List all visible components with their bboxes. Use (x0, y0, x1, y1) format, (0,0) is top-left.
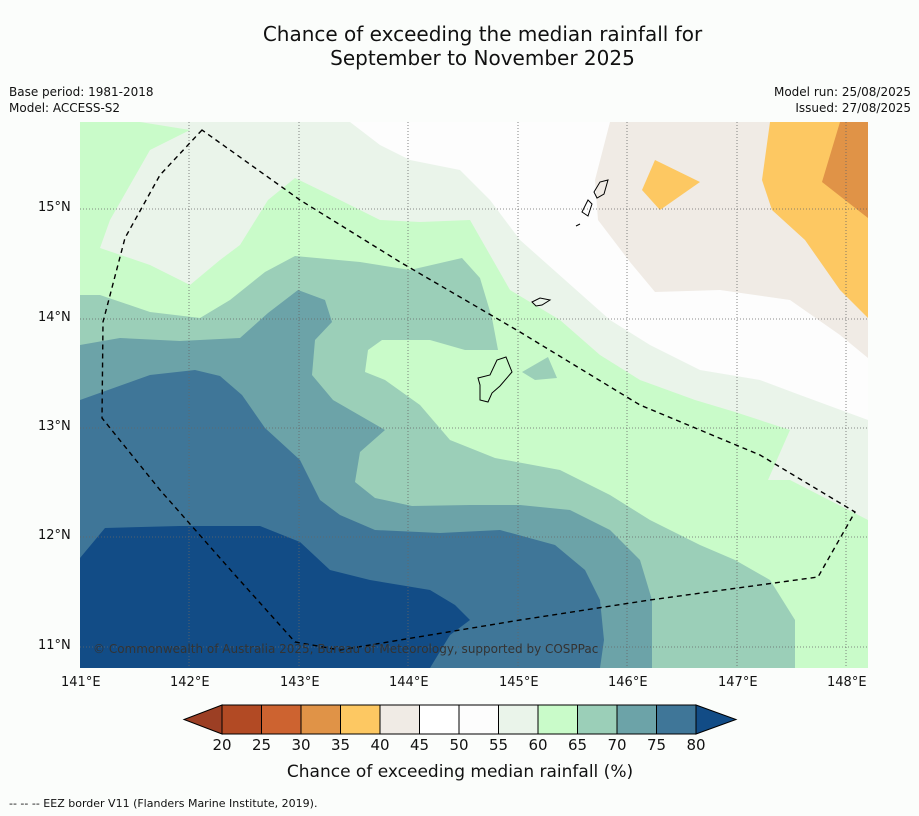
copyright-text: © Commonwealth of Australia 2025, Bureau… (93, 642, 598, 656)
colorbar-swatch (221, 704, 262, 735)
colorbar-swatch (379, 704, 420, 735)
lon-label-147e: 147°E (718, 675, 758, 690)
map-title: Chance of exceeding the median rainfall … (0, 22, 919, 70)
colorbar-tick-label: 65 (567, 736, 588, 754)
colorbar-tick-label: 75 (646, 736, 667, 754)
colorbar-tick-label: 35 (330, 736, 351, 754)
lat-label-14n: 14°N (38, 310, 71, 325)
lon-label-146e: 146°E (608, 675, 648, 690)
eez-legend: -- -- -- EEZ border V11 (Flanders Marine… (9, 797, 318, 810)
colorbar-tick-label: 60 (528, 736, 548, 754)
tinian-island (581, 199, 593, 217)
rota-island (531, 297, 552, 307)
colorbar-over-arrow (695, 704, 738, 735)
model-run: Model run: 25/08/2025 (773, 85, 911, 99)
lon-label-145e: 145°E (499, 675, 539, 690)
colorbar-swatch (419, 704, 460, 735)
lon-label-144e: 144°E (389, 675, 429, 690)
lat-label-13n: 13°N (38, 419, 71, 434)
lat-label-15n: 15°N (38, 200, 71, 215)
contour-30-35 (822, 122, 868, 218)
colorbar-tick-label: 25 (251, 736, 272, 754)
colorbar-tick-label: 30 (291, 736, 311, 754)
colorbar-tick-label: 45 (409, 736, 430, 754)
colorbar-swatch (537, 704, 578, 735)
map-title-line2: September to November 2025 (330, 46, 635, 70)
saipan-island (593, 179, 609, 199)
lon-label-143e: 143°E (280, 675, 320, 690)
lon-label-148e: 148°E (827, 675, 867, 690)
contour-above-80 (80, 526, 470, 668)
colorbar-swatch (458, 704, 499, 735)
graticule (80, 122, 868, 668)
contour-65-70-islet (522, 357, 557, 380)
eez-border (101, 129, 856, 651)
lat-label-11n: 11°N (38, 638, 71, 653)
colorbar-swatch (340, 704, 381, 735)
issued-date: Issued: 27/08/2025 (795, 101, 911, 115)
colorbar-title: Chance of exceeding median rainfall (%) (286, 762, 634, 782)
colorbar-tick-label: 50 (449, 736, 469, 754)
colorbar-tick-label: 55 (488, 736, 509, 754)
base-period: Base period: 1981-2018 (9, 85, 154, 99)
colorbar-swatch (616, 704, 657, 735)
colorbar-swatch (300, 704, 341, 735)
colorbar-tick-label: 80 (686, 736, 706, 754)
rainfall-contours: © Commonwealth of Australia 2025, Bureau… (80, 122, 868, 668)
lat-label-12n: 12°N (38, 528, 71, 543)
lon-label-142e: 142°E (170, 675, 210, 690)
colorbar (182, 704, 738, 735)
colorbar-swatch (577, 704, 618, 735)
model-name: Model: ACCESS-S2 (9, 101, 121, 115)
meta-right: Model run: 25/08/2025 Issued: 27/08/2025 (774, 84, 911, 116)
colorbar-swatch (261, 704, 302, 735)
meta-left: Base period: 1981-2018 Model: ACCESS-S2 (9, 84, 154, 116)
colorbar-tick-label: 70 (607, 736, 627, 754)
colorbar-swatch (656, 704, 697, 735)
lon-label-141e: 141°E (61, 675, 101, 690)
guam-island (477, 356, 513, 403)
aguijan-island (575, 223, 581, 227)
map-title-line1: Chance of exceeding the median rainfall … (262, 22, 703, 46)
colorbar-tick-label: 20 (212, 736, 232, 754)
colorbar-tick-label: 40 (370, 736, 390, 754)
colorbar-under-arrow (182, 704, 223, 735)
contour-35-40-west (642, 160, 700, 210)
colorbar-swatch (498, 704, 539, 735)
